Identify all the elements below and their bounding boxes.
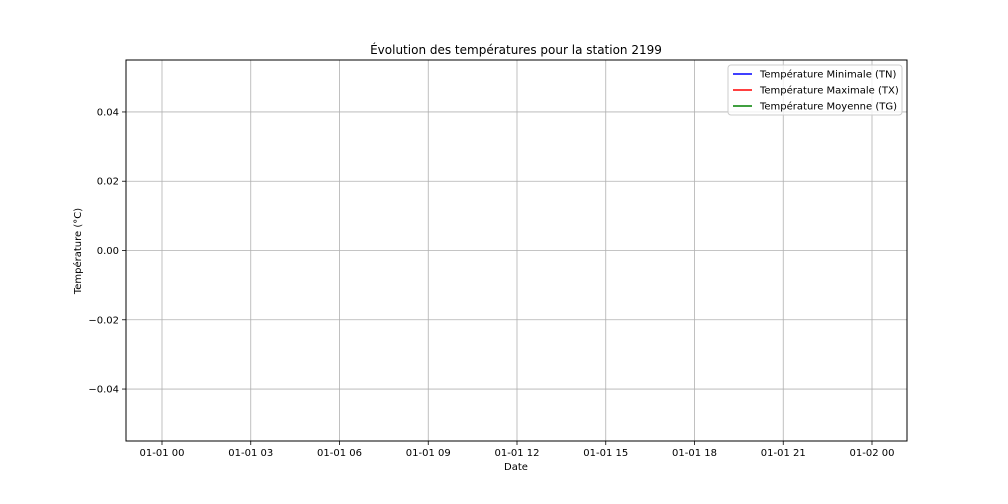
y-tick-label: 0.04 — [97, 107, 119, 118]
y-tick-label: −0.02 — [88, 315, 119, 326]
x-tick-label: 01-01 12 — [495, 448, 540, 459]
x-tick-label: 01-01 09 — [406, 448, 451, 459]
chart-title: Évolution des températures pour la stati… — [370, 42, 662, 57]
x-tick-label: 01-01 18 — [672, 448, 717, 459]
plot-area-frame — [125, 59, 908, 442]
y-axis-ticks: 0.04 0.02 0.00 −0.02 −0.04 — [88, 107, 126, 396]
legend: Température Minimale (TN) Température Max… — [727, 64, 903, 116]
x-tick-label: 01-02 00 — [850, 448, 895, 459]
y-axis-label: Température (°C) — [72, 208, 84, 295]
legend-label: Température Maximale (TX) — [759, 85, 899, 97]
x-tick-label: 01-01 03 — [228, 448, 273, 459]
y-tick-label: 0.00 — [97, 246, 119, 257]
y-tick-label: −0.04 — [88, 385, 119, 396]
legend-label: Température Moyenne (TG) — [759, 101, 897, 113]
legend-box — [727, 64, 903, 116]
x-tick-label: 01-01 15 — [583, 448, 628, 459]
x-tick-label: 01-01 00 — [140, 448, 185, 459]
x-axis-label: Date — [504, 462, 528, 473]
x-tick-label: 01-01 21 — [761, 448, 806, 459]
y-tick-label: 0.02 — [97, 177, 119, 188]
legend-label: Température Minimale (TN) — [759, 69, 897, 81]
x-tick-label: 01-01 06 — [317, 448, 362, 459]
x-axis-ticks: 01-01 00 01-01 03 01-01 06 01-01 09 01-01 12… — [140, 441, 895, 459]
